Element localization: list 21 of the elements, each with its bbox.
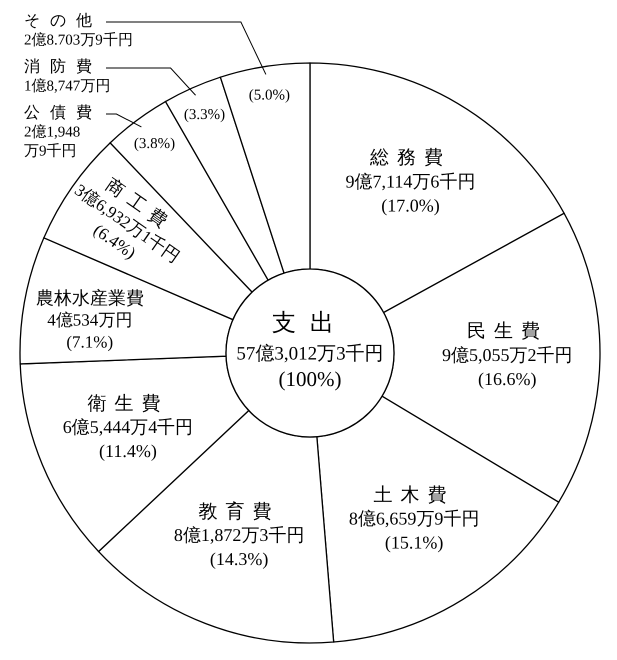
data-label: (5.0%) [248,88,290,104]
data-label: (3.3%) [184,106,226,123]
data-label: (11.4%) [99,441,157,462]
data-label: (15.1%) [384,532,444,553]
text: 支出 [272,310,348,337]
slice-label: その他 2億8.703万9千円 [24,12,133,48]
slice-label: 農林水産業費 4億534万円 [36,288,144,330]
slice-label: 消防費 1億8,747万円 [24,58,110,94]
slice-label: 教育費 8億1,872万3千円 [174,500,304,546]
data-label: (17.0%) [381,195,440,216]
data-label: (7.1%) [66,332,114,352]
slice-label: 公債費 2億1,948 万9千円 [24,104,102,160]
slice-label: 衛生費 6億5,444万4千円 [62,393,194,438]
data-label: (14.3%) [210,549,268,570]
slice-label: 土木費 8億6,659万9千円 [348,484,480,529]
data-label: (16.6%) [478,368,537,389]
slice-label: 総務費 9億7,114万6千円 [346,148,476,192]
slice-label: 民生費 9億5,055万2千円 [442,321,573,365]
text: 57億3,012万3千円 [236,343,384,364]
text: (100%) [278,366,342,391]
data-label: (3.8%) [134,136,176,152]
